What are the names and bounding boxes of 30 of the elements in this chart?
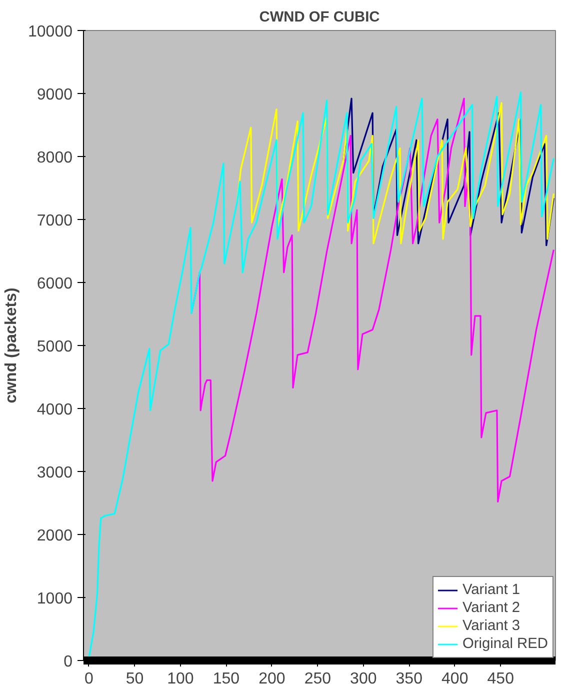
legend-label: Variant 2 bbox=[462, 599, 520, 617]
x-tick-label: 300 bbox=[350, 670, 377, 688]
chart-title: CWND OF CUBIC bbox=[259, 10, 380, 26]
x-tick-label: 250 bbox=[304, 670, 332, 688]
line-series bbox=[342, 98, 554, 246]
x-tick-label: 0 bbox=[84, 670, 94, 688]
y-tick-label: 10000 bbox=[28, 24, 73, 40]
x-tick-label: 450 bbox=[487, 670, 514, 688]
y-tick-label: 1000 bbox=[36, 590, 73, 608]
x-tick-label: 50 bbox=[126, 670, 144, 688]
line-series bbox=[88, 91, 554, 658]
x-tick-label: 100 bbox=[167, 670, 194, 688]
x-tick-label: 200 bbox=[258, 670, 286, 688]
y-tick-label: 7000 bbox=[36, 212, 73, 230]
y-tick-label: 2000 bbox=[36, 528, 73, 544]
y-tick-label: 9000 bbox=[36, 86, 73, 104]
line-series bbox=[236, 102, 554, 244]
legend-label: Variant 1 bbox=[462, 581, 520, 599]
legend-label: Variant 3 bbox=[462, 617, 520, 635]
y-axis-title: cwnd (packets) bbox=[3, 288, 20, 404]
y-tick-label: 3000 bbox=[36, 464, 73, 482]
y-tick-label: 6000 bbox=[36, 276, 73, 292]
y-tick-label: 0 bbox=[64, 654, 73, 670]
y-tick-label: 5000 bbox=[36, 338, 73, 356]
x-tick-label: 350 bbox=[396, 670, 423, 688]
x-tick-label: 150 bbox=[212, 670, 240, 688]
y-tick-label: 8000 bbox=[36, 150, 73, 166]
x-tick-label: 400 bbox=[442, 670, 468, 688]
y-tick-label: 4000 bbox=[36, 402, 73, 418]
legend-label: Original RED bbox=[462, 635, 548, 653]
